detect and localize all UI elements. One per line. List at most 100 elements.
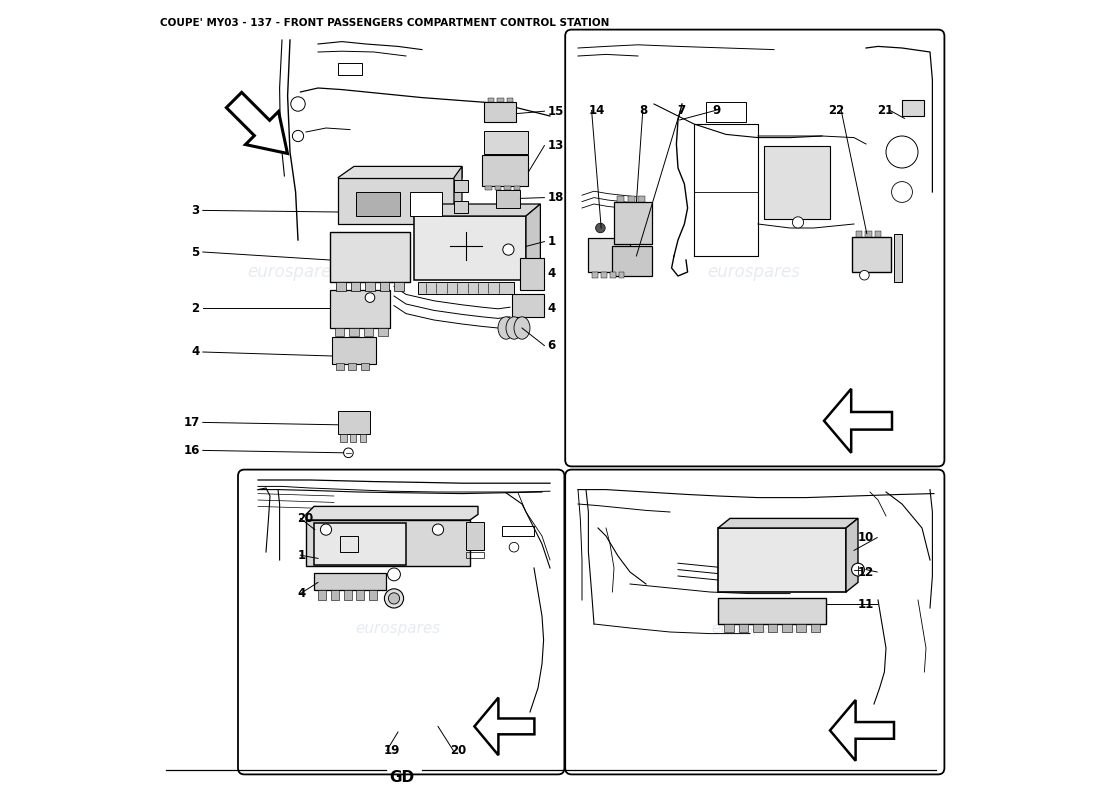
Bar (482, 155, 528, 186)
Text: GD: GD (389, 770, 415, 785)
Bar (330, 232, 410, 282)
Polygon shape (338, 178, 454, 224)
Bar (356, 590, 364, 600)
Bar (513, 294, 544, 317)
Text: 14: 14 (588, 104, 605, 117)
Bar (588, 238, 630, 272)
Text: 18: 18 (548, 191, 564, 204)
Text: 4: 4 (548, 302, 556, 314)
Text: 11: 11 (858, 598, 874, 610)
Text: eurospares: eurospares (355, 621, 441, 635)
Bar (718, 528, 846, 592)
Bar (902, 100, 924, 116)
Bar (718, 598, 826, 624)
Bar (414, 216, 526, 280)
Bar (361, 363, 370, 370)
Bar (378, 328, 387, 336)
Bar (519, 258, 543, 290)
Text: eurospares: eurospares (248, 263, 340, 281)
Ellipse shape (498, 317, 514, 339)
Text: 3: 3 (191, 204, 199, 217)
Bar (638, 196, 646, 202)
Circle shape (859, 270, 869, 280)
Polygon shape (830, 700, 894, 761)
Bar (514, 186, 520, 190)
Bar (866, 231, 871, 237)
Bar (593, 272, 598, 278)
Bar (610, 272, 616, 278)
Bar (334, 328, 344, 336)
Text: 7: 7 (678, 104, 685, 117)
Bar (507, 98, 514, 102)
Bar (739, 624, 748, 632)
Bar (454, 201, 469, 213)
Bar (337, 282, 346, 291)
Bar (336, 363, 343, 370)
Bar (613, 246, 652, 276)
Text: 4: 4 (548, 267, 556, 280)
Polygon shape (338, 166, 462, 184)
Bar (484, 102, 516, 122)
Text: 21: 21 (877, 104, 893, 117)
Text: 6: 6 (548, 339, 556, 352)
Polygon shape (414, 204, 540, 216)
Text: 4: 4 (191, 346, 199, 358)
Text: 10: 10 (858, 531, 874, 544)
Bar (394, 282, 404, 291)
Bar (619, 272, 625, 278)
Circle shape (792, 217, 804, 228)
Bar (484, 131, 528, 154)
Polygon shape (306, 506, 478, 520)
Bar (466, 522, 484, 550)
Bar (349, 328, 359, 336)
Bar (782, 624, 792, 632)
Bar (856, 231, 862, 237)
Text: eurospares: eurospares (707, 263, 801, 281)
Bar (338, 411, 370, 434)
Bar (349, 363, 356, 370)
Bar (410, 192, 442, 216)
Circle shape (503, 244, 514, 255)
Bar (894, 234, 902, 282)
Circle shape (343, 448, 353, 458)
Bar (811, 624, 821, 632)
Bar (370, 590, 377, 600)
Circle shape (388, 593, 399, 604)
Bar (351, 282, 361, 291)
Circle shape (384, 589, 404, 608)
Text: 13: 13 (548, 139, 564, 152)
Text: 20: 20 (297, 512, 313, 525)
Text: 1: 1 (297, 549, 306, 562)
Text: 22: 22 (828, 104, 845, 117)
Bar (314, 523, 406, 565)
Bar (485, 186, 492, 190)
Ellipse shape (514, 317, 530, 339)
Bar (497, 98, 504, 102)
Circle shape (320, 524, 331, 535)
Bar (318, 590, 326, 600)
Bar (350, 434, 356, 442)
Text: 9: 9 (713, 104, 721, 117)
Bar (628, 196, 635, 202)
Bar (340, 434, 346, 442)
Bar (874, 231, 881, 237)
Bar (314, 573, 386, 590)
Bar (496, 190, 519, 208)
Bar (573, 38, 936, 458)
Text: 16: 16 (184, 444, 199, 457)
Text: eurospares: eurospares (712, 621, 796, 635)
Bar (379, 282, 389, 291)
Circle shape (595, 223, 605, 233)
Bar (332, 337, 376, 364)
Bar (573, 478, 936, 766)
Bar (617, 196, 625, 202)
Circle shape (851, 563, 865, 576)
Bar (343, 590, 352, 600)
Bar (495, 186, 502, 190)
Text: 4: 4 (297, 587, 306, 600)
Bar (418, 282, 514, 294)
Bar (706, 102, 746, 122)
Polygon shape (846, 518, 858, 592)
Circle shape (432, 524, 443, 535)
Bar (614, 202, 652, 244)
